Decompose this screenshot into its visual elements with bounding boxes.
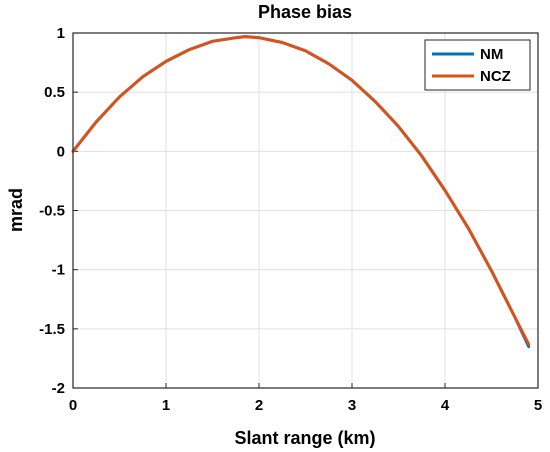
legend-box: [424, 39, 531, 91]
series-layer: [71, 35, 531, 349]
chart-title: Phase bias: [258, 2, 352, 22]
y-tick-label: -1.5: [39, 321, 65, 338]
y-tick-label: 0.5: [44, 84, 65, 101]
plot-area-frame: [72, 32, 539, 389]
x-tick-label: 5: [534, 397, 542, 414]
x-tick-label: 3: [348, 397, 356, 414]
y-tick-label: -0.5: [39, 203, 65, 220]
grid: [73, 33, 538, 388]
y-axis-label: mrad: [6, 188, 26, 232]
x-tick-label: 1: [162, 397, 170, 414]
y-tick-label: -1: [52, 262, 65, 279]
x-tick-label: 2: [255, 397, 263, 414]
legend-label-ncz: NCZ: [480, 68, 511, 85]
tick-labels: 0 1 2 3 4 5 1 0.5 0 -0.5 -1 -1.5 -2: [39, 25, 542, 414]
y-tick-label: -2: [52, 380, 65, 397]
x-tick-label: 4: [441, 397, 450, 414]
y-tick-label: 1: [57, 25, 65, 42]
x-tick-label: 0: [69, 397, 77, 414]
legend-label-nm: NM: [480, 46, 503, 63]
x-axis-label: Slant range (km): [234, 428, 375, 448]
legend: NM NCZ: [424, 39, 531, 91]
y-tick-label: 0: [57, 143, 65, 160]
series-line-ncz: [71, 35, 531, 346]
